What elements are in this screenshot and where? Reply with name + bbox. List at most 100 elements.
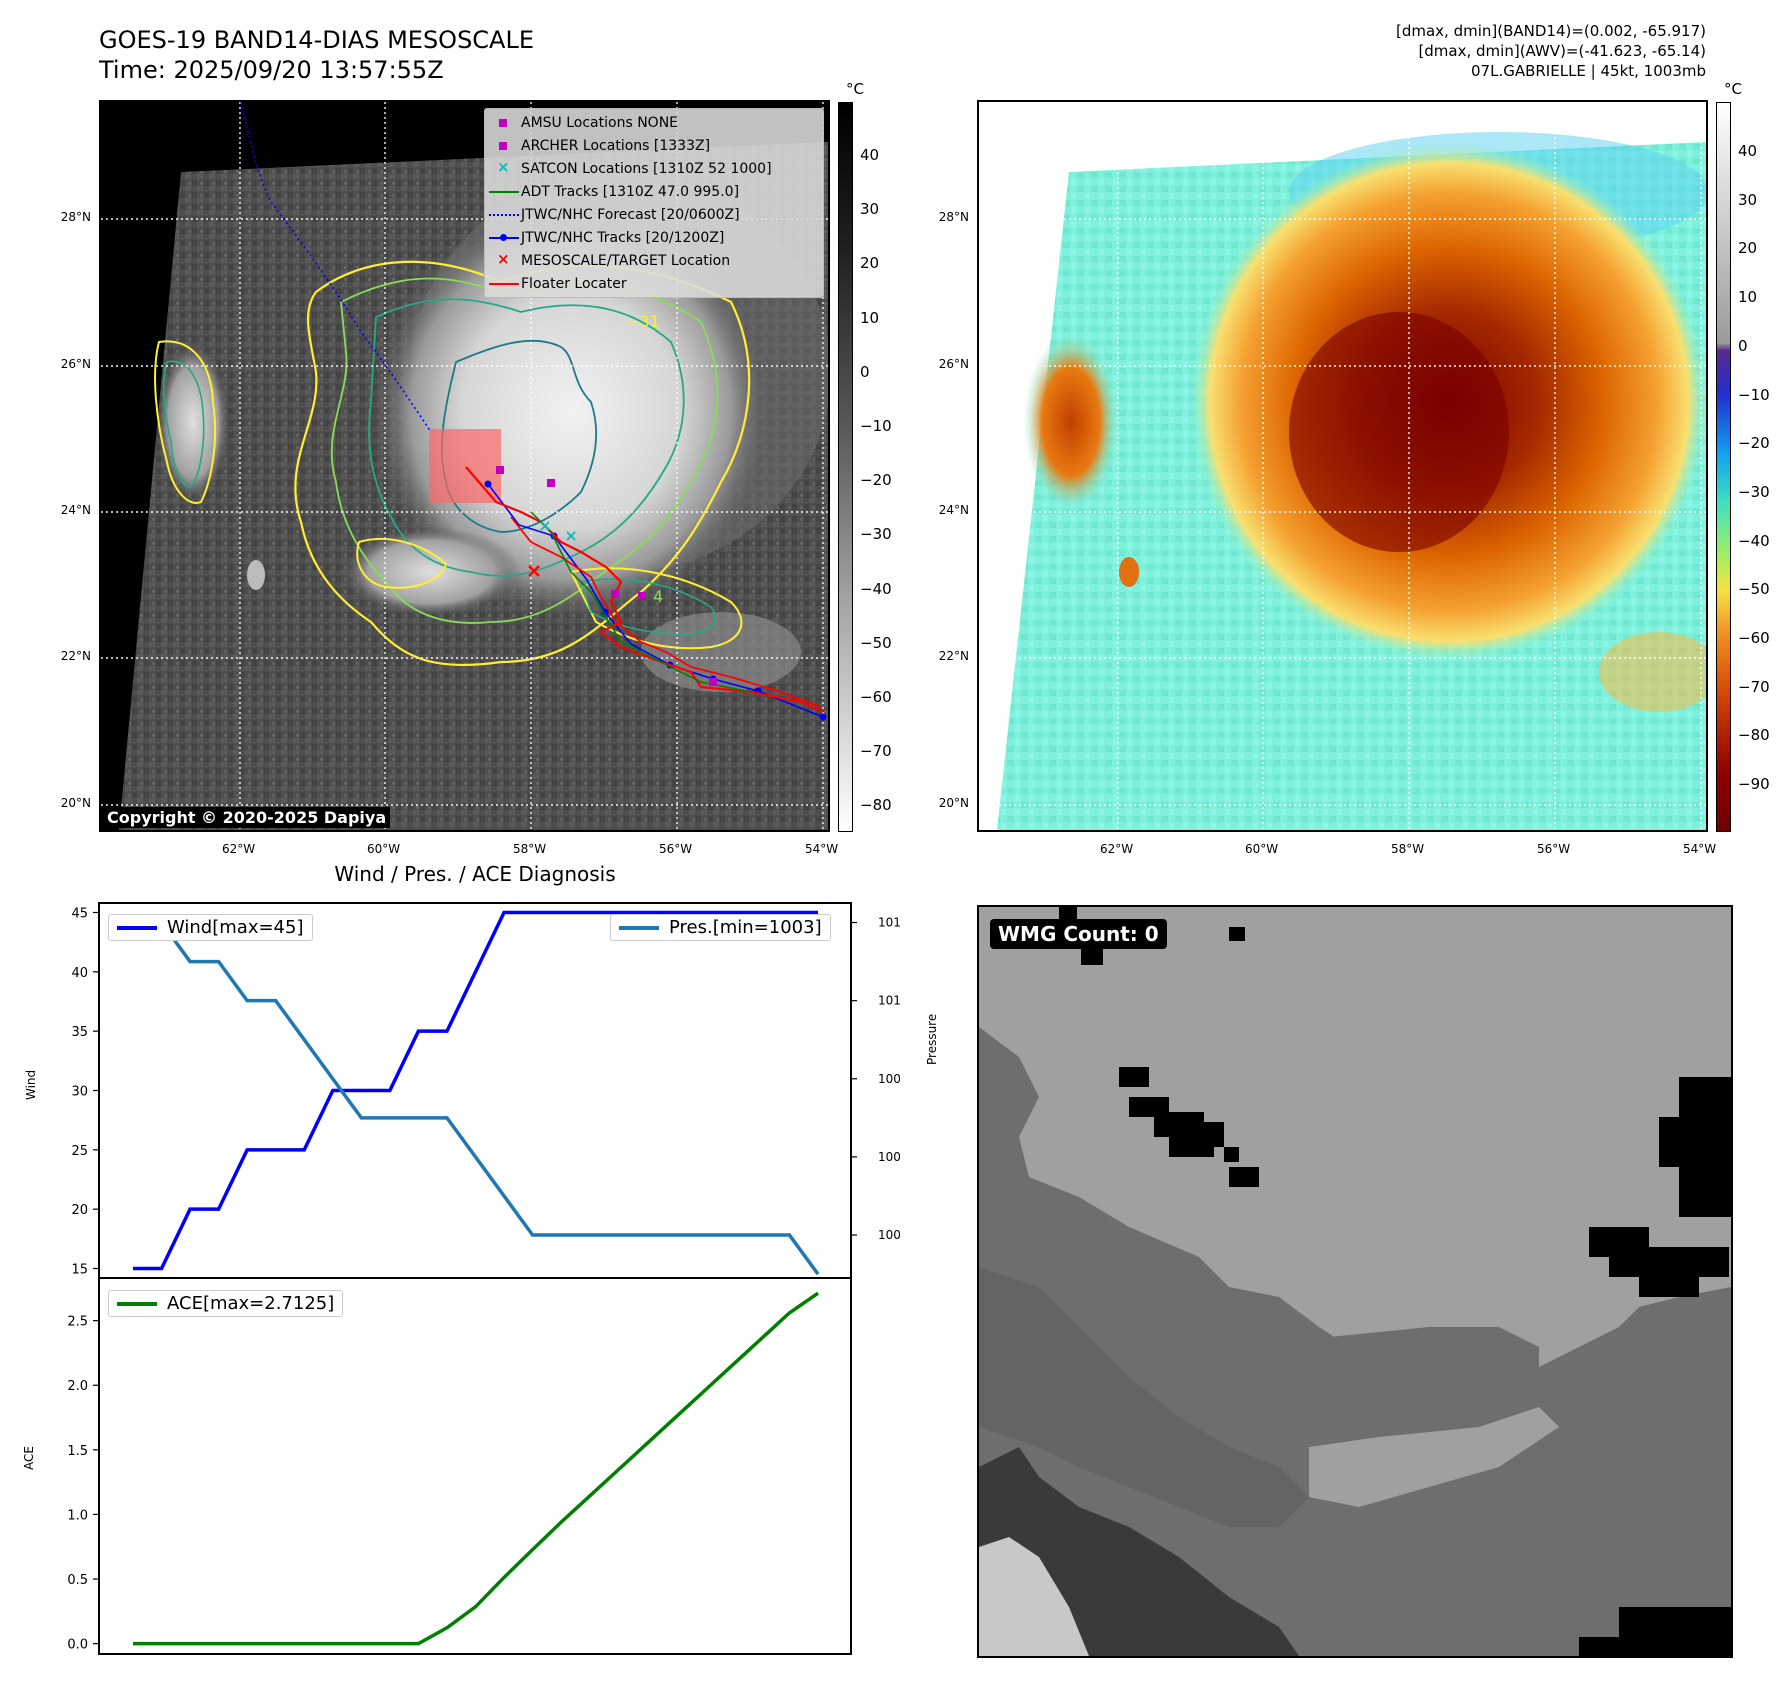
legend-label: JTWC/NHC Forecast [20/0600Z] <box>521 206 740 223</box>
color-colorbar-tick: 30 <box>1738 190 1758 209</box>
lon-label: 58°W <box>513 842 547 856</box>
ir-color-map <box>977 100 1708 832</box>
legend-pressure: Pres.[min=1003] <box>610 914 831 941</box>
legend-label: SATCON Locations [1310Z 52 1000] <box>521 160 772 177</box>
ace-tick-label: 0.0 <box>67 1638 88 1653</box>
legend-entry-4: JTWC/NHC Forecast [20/0600Z] <box>485 203 823 226</box>
pressure-tick-label: 1006 <box>878 1150 900 1164</box>
gray-colorbar-tick: −60 <box>860 688 892 706</box>
legend-entry-2: × SATCON Locations [1310Z 52 1000] <box>485 157 823 180</box>
ace-tick-label: 2.0 <box>67 1379 88 1394</box>
legend-symbol-line-icon <box>485 272 521 295</box>
ir-color-image <box>979 102 1706 830</box>
lon-label: 56°W <box>1537 842 1571 856</box>
legend-entry-1: ARCHER Locations [1333Z] <box>485 134 823 157</box>
color-colorbar-tick: 0 <box>1738 336 1748 355</box>
wind-tick-label: 35 <box>71 1025 88 1040</box>
figure-time: Time: 2025/09/20 13:57:55Z <box>99 56 444 84</box>
wind-tick-label: 15 <box>71 1263 88 1278</box>
wmg-image <box>979 907 1731 1656</box>
color-colorbar-tick: −50 <box>1738 580 1770 599</box>
lat-label: 28°N <box>938 210 969 224</box>
legend-entry-0: AMSU Locations NONE <box>485 111 823 134</box>
ir-gray-image: −31 4 <box>101 102 828 830</box>
wind-tick-label: 30 <box>71 1085 88 1100</box>
gray-colorbar-tick: −70 <box>860 742 892 761</box>
gray-colorbar <box>838 102 853 832</box>
color-colorbar-unit: °C <box>1724 80 1742 98</box>
legend-symbol-square-icon <box>485 111 521 134</box>
wmg-count-label: WMG Count: 0 <box>990 919 1167 949</box>
legend-symbol-x-icon: × <box>497 158 510 176</box>
wind-tick-label: 45 <box>71 906 88 921</box>
gray-colorbar-unit: °C <box>846 80 864 98</box>
color-colorbar-tick: −60 <box>1738 629 1770 647</box>
legend-label: AMSU Locations NONE <box>521 114 679 131</box>
color-colorbar <box>1716 102 1731 832</box>
lon-label: 62°W <box>1100 842 1134 856</box>
lat-label: 22°N <box>60 649 91 663</box>
lon-label: 54°W <box>1683 842 1717 856</box>
lon-label: 56°W <box>659 842 693 856</box>
color-colorbar-tick: −80 <box>1738 726 1770 745</box>
gray-colorbar-tick: −10 <box>860 417 892 435</box>
color-colorbar-tick: −30 <box>1738 482 1770 501</box>
legend-label: MESOSCALE/TARGET Location <box>521 252 731 269</box>
gray-colorbar-tick: −40 <box>860 579 892 598</box>
lon-label: 62°W <box>222 842 256 856</box>
map-legend: AMSU Locations NONE ARCHER Locations [133… <box>484 108 824 298</box>
contour-label-neg31: −31 <box>626 312 660 331</box>
color-colorbar-tick: −40 <box>1738 531 1770 550</box>
ace-axes <box>98 1277 852 1655</box>
legend-label: ADT Tracks [1310Z 47.0 995.0] <box>521 183 740 200</box>
color-colorbar-tick: 40 <box>1738 142 1758 160</box>
color-colorbar-tick: −90 <box>1738 775 1770 794</box>
legend-label: Floater Locater <box>521 275 627 292</box>
diagnosis-title: Wind / Pres. / ACE Diagnosis <box>334 862 616 886</box>
lon-label: 60°W <box>367 842 401 856</box>
gray-colorbar-tick: 30 <box>860 200 880 219</box>
pressure-series-line <box>133 920 820 1276</box>
legend-entry-7: Floater Locater <box>485 272 823 295</box>
gray-colorbar-tick: 20 <box>860 254 880 273</box>
info-line-storm: 07L.GABRIELLE | 45kt, 1003mb <box>1471 62 1706 80</box>
color-colorbar-tick: 20 <box>1738 239 1758 258</box>
legend-symbol-x-icon: × <box>497 250 510 268</box>
wind-pressure-axes <box>98 902 852 1279</box>
legend-label: ARCHER Locations [1333Z] <box>521 137 711 154</box>
pressure-tick-label: 1010 <box>878 994 900 1008</box>
gray-colorbar-tick: −80 <box>860 796 892 815</box>
lat-label: 28°N <box>60 210 91 224</box>
color-colorbar-tick: −70 <box>1738 677 1770 696</box>
info-line-band14: [dmax, dmin](BAND14)=(0.002, -65.917) <box>1395 22 1706 40</box>
lat-label: 22°N <box>938 649 969 663</box>
ace-tick-label: 1.0 <box>67 1508 88 1523</box>
legend-symbol-square-icon <box>485 134 521 157</box>
ace-axis-label: ACE <box>22 1446 36 1470</box>
lat-label: 24°N <box>938 503 969 517</box>
gray-colorbar-tick: 0 <box>860 362 870 381</box>
lat-label: 26°N <box>938 357 969 371</box>
legend-label: JTWC/NHC Tracks [20/1200Z] <box>521 229 725 246</box>
legend-entry-6: × MESOSCALE/TARGET Location <box>485 249 823 272</box>
pressure-tick-label: 1012 <box>878 916 900 930</box>
legend-wind: Wind[max=45] <box>108 914 313 941</box>
wind-series-line <box>133 910 818 1271</box>
legend-symbol-line-dot-icon <box>485 226 521 249</box>
wind-axis-label: Wind <box>24 1069 38 1100</box>
legend-ace: ACE[max=2.7125] <box>108 1290 344 1317</box>
gray-colorbar-tick: −20 <box>860 471 892 490</box>
ace-tick-label: 0.5 <box>67 1573 88 1588</box>
pressure-axis-label: Pressure <box>925 1013 939 1065</box>
info-line-awv: [dmax, dmin](AWV)=(-41.623, -65.14) <box>1418 42 1706 60</box>
gray-colorbar-tick: 10 <box>860 308 880 327</box>
wind-tick-label: 25 <box>71 1144 88 1159</box>
lat-label: 24°N <box>60 503 91 517</box>
color-colorbar-tick: −20 <box>1738 434 1770 453</box>
legend-symbol-line-icon <box>485 180 521 203</box>
diagnosis-chart: 45 40 35 30 25 20 15 1012 1010 1008 1006 1004 2.5 2.0… <box>67 902 900 1655</box>
lon-label: 60°W <box>1245 842 1279 856</box>
lon-label: 58°W <box>1391 842 1425 856</box>
color-colorbar-tick: −10 <box>1738 385 1770 404</box>
gray-colorbar-tick: 40 <box>860 146 880 164</box>
